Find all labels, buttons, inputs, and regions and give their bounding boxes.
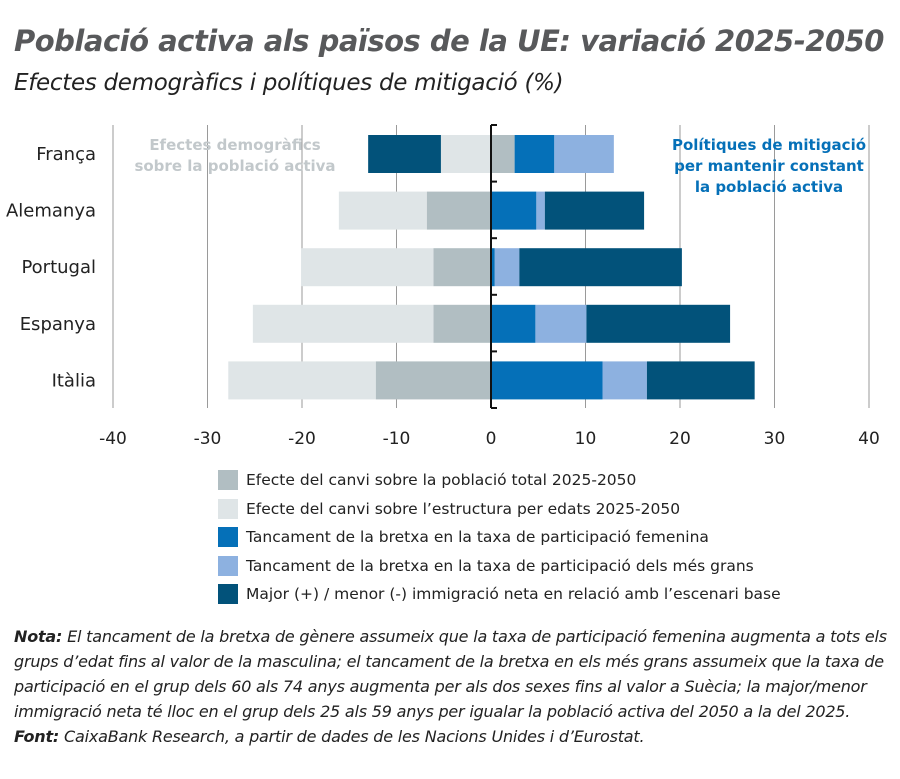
bar-segment bbox=[426, 191, 491, 230]
legend-item: Tancament de la bretxa en la taxa de par… bbox=[218, 552, 781, 581]
bar-chart: -40 -30 -20 -10 0 10 20 30 40 Efectes demogràfics… bbox=[6, 124, 880, 449]
category-label: Itàlia bbox=[52, 370, 96, 391]
legend-label: Tancament de la bretxa en la taxa de par… bbox=[246, 528, 709, 547]
legend-item: Efecte del canvi sobre l’estructura per … bbox=[218, 495, 781, 524]
bar-segment bbox=[228, 361, 376, 400]
bar-segment bbox=[433, 248, 491, 287]
x-tick-label: 10 bbox=[575, 429, 597, 449]
x-tick-label: -40 bbox=[99, 429, 127, 449]
legend-label: Major (+) / menor (-) immigració neta en… bbox=[246, 585, 781, 604]
x-tick-label: 30 bbox=[764, 429, 786, 449]
bar-segment bbox=[646, 361, 755, 400]
bar-segment bbox=[252, 304, 434, 343]
chart-title: Població activa als països de la UE: var… bbox=[14, 24, 885, 58]
x-tick-label: -30 bbox=[194, 429, 222, 449]
legend-label: Efecte del canvi sobre la població total… bbox=[246, 471, 637, 490]
bar-segment bbox=[491, 248, 495, 287]
x-tick-label: 0 bbox=[486, 429, 497, 449]
bar-segment bbox=[375, 361, 491, 400]
bar-segment bbox=[586, 304, 731, 343]
source-text: CaixaBank Research, a partir de dades de… bbox=[59, 727, 645, 746]
bar-segment bbox=[494, 248, 520, 287]
bar-segment bbox=[491, 191, 537, 230]
legend-item: Efecte del canvi sobre la població total… bbox=[218, 466, 781, 495]
note-text: El tancament de la bretxa de gènere assu… bbox=[14, 627, 887, 721]
legend-item: Tancament de la bretxa en la taxa de par… bbox=[218, 523, 781, 552]
bar-segment bbox=[301, 248, 434, 287]
legend: Efecte del canvi sobre la població total… bbox=[218, 466, 781, 609]
annotation-left: sobre la població activa bbox=[134, 157, 335, 175]
bar-segment bbox=[491, 304, 536, 343]
category-label: França bbox=[36, 144, 96, 165]
bar-segment bbox=[440, 135, 491, 173]
x-tick-label: 20 bbox=[669, 429, 691, 449]
legend-swatch bbox=[218, 584, 238, 605]
legend-label: Tancament de la bretxa en la taxa de par… bbox=[246, 556, 754, 575]
bar-segment bbox=[519, 248, 682, 287]
bar-segment bbox=[544, 191, 645, 230]
bar-segment bbox=[491, 135, 515, 173]
annotation-right: per mantenir constant bbox=[674, 157, 864, 175]
annotation-left: Efectes demogràfics bbox=[149, 136, 320, 154]
category-label: Alemanya bbox=[6, 201, 96, 222]
bar-segment bbox=[602, 361, 647, 400]
bar-segment bbox=[536, 191, 545, 230]
annotation-right: Polítiques de mitigació bbox=[672, 136, 866, 154]
bar-segment bbox=[554, 135, 614, 173]
x-tick-label: -10 bbox=[383, 429, 411, 449]
bar-segment bbox=[535, 304, 587, 343]
bar-segment bbox=[433, 304, 491, 343]
legend-swatch bbox=[218, 498, 238, 519]
x-tick-label: -20 bbox=[288, 429, 316, 449]
note-label: Nota: bbox=[14, 627, 63, 646]
legend-item: Major (+) / menor (-) immigració neta en… bbox=[218, 580, 781, 609]
bar-segment bbox=[368, 135, 441, 173]
legend-swatch bbox=[218, 527, 238, 548]
category-label: Espanya bbox=[20, 314, 96, 335]
legend-swatch bbox=[218, 555, 238, 576]
category-label: Portugal bbox=[21, 257, 96, 278]
annotation-right: la població activa bbox=[695, 178, 843, 196]
legend-swatch bbox=[218, 470, 238, 491]
source-label: Font: bbox=[14, 727, 60, 746]
x-tick-label: 40 bbox=[858, 429, 880, 449]
bar-segment bbox=[514, 135, 555, 173]
chart-subtitle: Efectes demogràfics i polítiques de miti… bbox=[14, 70, 564, 96]
bar-segment bbox=[491, 361, 603, 400]
legend-label: Efecte del canvi sobre l’estructura per … bbox=[246, 499, 681, 518]
bar-segment bbox=[338, 191, 427, 230]
footnote: Nota: El tancament de la bretxa de gèner… bbox=[14, 624, 894, 749]
